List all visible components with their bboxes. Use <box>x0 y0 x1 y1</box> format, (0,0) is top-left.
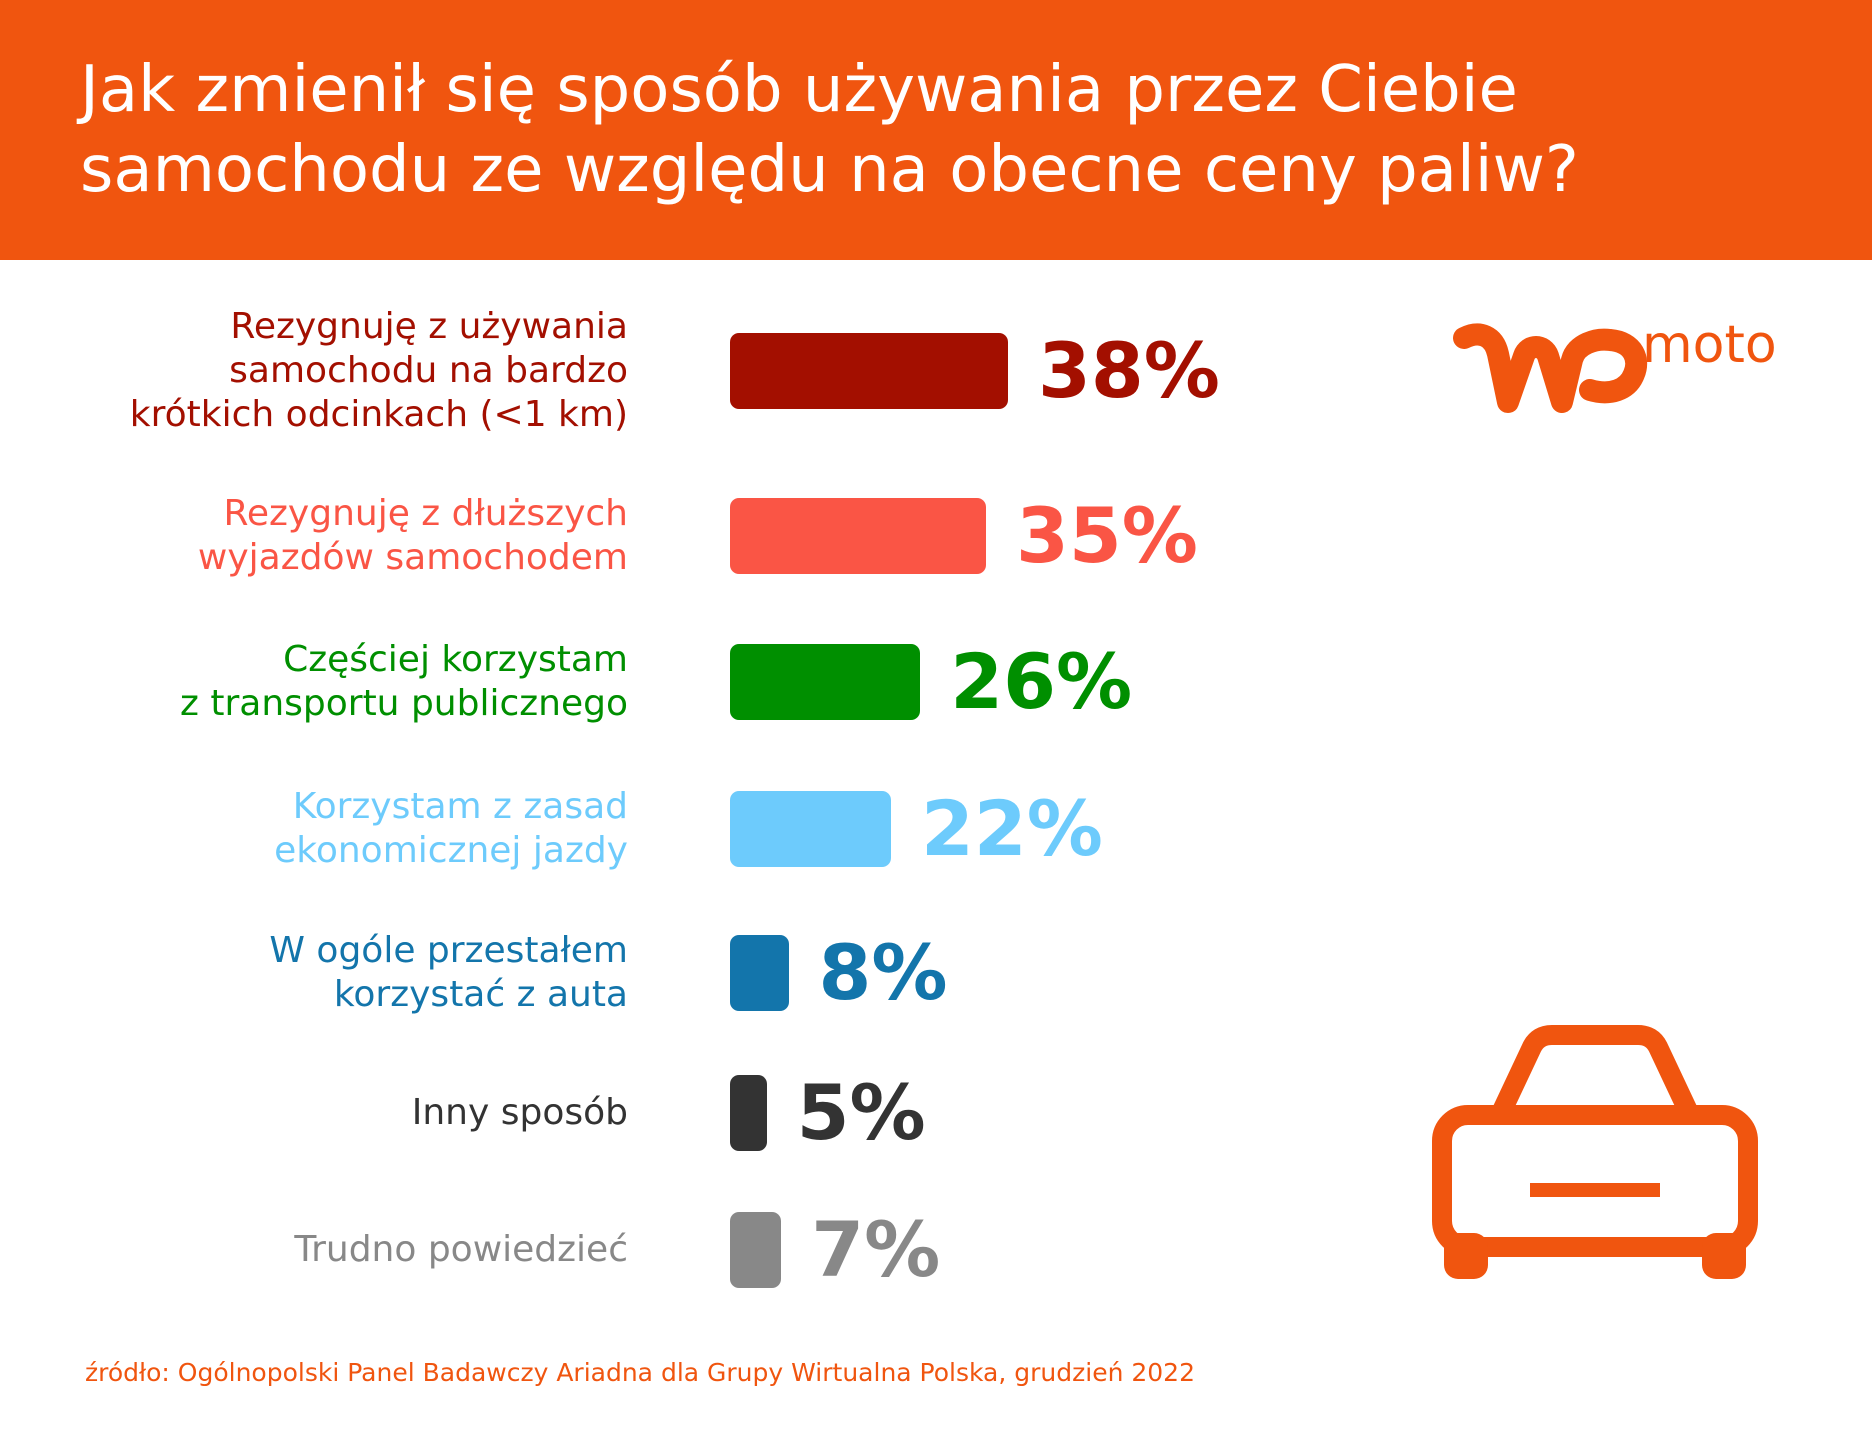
value-label: 5% <box>796 1068 926 1157</box>
category-label-line: z transportu publicznego <box>180 683 628 724</box>
bar <box>730 1212 782 1288</box>
bar <box>730 333 1008 409</box>
wp-moto-logo: moto <box>1453 315 1777 413</box>
chart-title-line-1: Jak zmienił się sposób używania przez Ci… <box>80 53 1518 127</box>
category-label-line: Trudno powiedzieć <box>294 1229 628 1270</box>
title-banner: Jak zmienił się sposób używania przez Ci… <box>0 0 1872 260</box>
category-label-line: wyjazdów samochodem <box>197 537 628 578</box>
category-label: Trudno powiedzieć <box>294 1228 628 1272</box>
logo-moto-text: moto <box>1642 315 1777 375</box>
category-label: Inny sposób <box>412 1091 628 1135</box>
category-label-line: krótkich odcinkach (<1 km) <box>129 394 628 435</box>
value-label: 8% <box>818 928 948 1017</box>
chart-title-line-2: samochodu ze względu na obecne ceny pali… <box>80 133 1579 207</box>
value-label: 26% <box>950 637 1133 726</box>
category-label-line: Częściej korzystam <box>283 639 628 680</box>
chart-title: Jak zmienił się sposób używania przez Ci… <box>80 50 1820 210</box>
category-label-line: W ogóle przestałem <box>269 930 628 971</box>
value-label: 38% <box>1038 326 1220 415</box>
category-label-line: samochodu na bardzo <box>229 350 628 391</box>
category-label: W ogóle przestałem korzystać z auta <box>269 929 628 1017</box>
category-label-line: korzystać z auta <box>333 974 628 1015</box>
category-label-line: Rezygnuję z używania <box>230 306 628 347</box>
bar <box>730 791 891 867</box>
category-label-line: Rezygnuję z dłuższych <box>223 493 628 534</box>
category-label: Rezygnuję z dłuższych wyjazdów samochodem <box>198 492 628 580</box>
wp-logo-mark <box>1453 323 1648 413</box>
category-label: Rezygnuję z używania samochodu na bardzo k… <box>130 305 628 437</box>
bar <box>730 644 921 720</box>
category-label-line: ekonomicznej jazdy <box>274 830 628 871</box>
car-icon <box>1432 1025 1758 1279</box>
bar <box>730 1075 767 1151</box>
value-label: 35% <box>1016 491 1198 580</box>
category-label-line: Inny sposób <box>411 1092 628 1133</box>
category-label: Częściej korzystam z transportu publiczne… <box>180 638 628 726</box>
value-label: 7% <box>811 1205 941 1294</box>
category-label: Korzystam z zasad ekonomicznej jazdy <box>274 785 628 873</box>
category-label-line: Korzystam z zasad <box>292 786 628 827</box>
bar <box>730 935 789 1011</box>
bar <box>730 498 987 574</box>
source-note: źródło: Ogólnopolski Panel Badawczy Aria… <box>85 1358 1195 1387</box>
value-label: 22% <box>920 784 1103 873</box>
